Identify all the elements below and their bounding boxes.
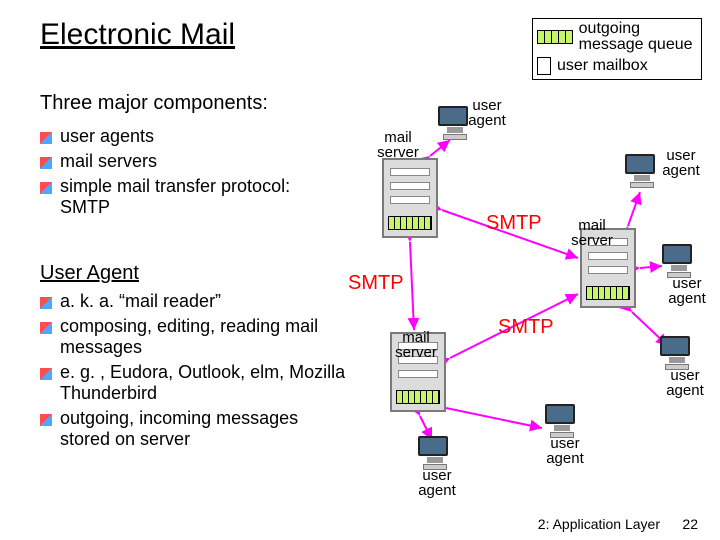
user-agent-label: user agent bbox=[660, 368, 710, 398]
mail-server-label: mail server bbox=[368, 130, 428, 160]
footer-chapter: 2: Application Layer bbox=[538, 516, 660, 532]
user-agent-label: user agent bbox=[412, 468, 462, 498]
smtp-label: SMTP bbox=[498, 316, 554, 339]
smtp-label: SMTP bbox=[348, 272, 404, 295]
user-agent-label: user agent bbox=[462, 98, 512, 128]
user-agent-label: user agent bbox=[540, 436, 590, 466]
footer-page-number: 22 bbox=[682, 516, 698, 532]
user-agent-node bbox=[418, 436, 452, 464]
user-agent-node bbox=[625, 154, 659, 182]
user-agent-node bbox=[662, 244, 696, 272]
user-agent-node bbox=[545, 404, 579, 432]
mail-server-node bbox=[382, 158, 438, 238]
smtp-label: SMTP bbox=[486, 212, 542, 235]
mail-server-label: mail server bbox=[562, 218, 622, 248]
user-agent-label: user agent bbox=[656, 148, 706, 178]
user-agent-node bbox=[660, 336, 694, 364]
mail-server-label: mail server bbox=[386, 330, 446, 360]
user-agent-label: user agent bbox=[662, 276, 712, 306]
